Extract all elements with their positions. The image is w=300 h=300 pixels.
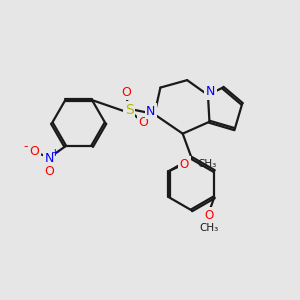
Text: O: O [180, 158, 189, 171]
Text: -: - [23, 140, 27, 153]
Text: S: S [125, 103, 134, 117]
Text: CH₃: CH₃ [198, 159, 217, 169]
Text: N: N [44, 152, 54, 165]
Text: +: + [51, 148, 60, 158]
Text: N: N [146, 105, 156, 118]
Text: O: O [138, 116, 148, 129]
Text: O: O [44, 165, 54, 178]
Text: O: O [204, 208, 214, 222]
Text: O: O [29, 145, 39, 158]
Text: CH₃: CH₃ [199, 223, 218, 232]
Text: N: N [206, 85, 215, 98]
Text: O: O [121, 85, 131, 98]
